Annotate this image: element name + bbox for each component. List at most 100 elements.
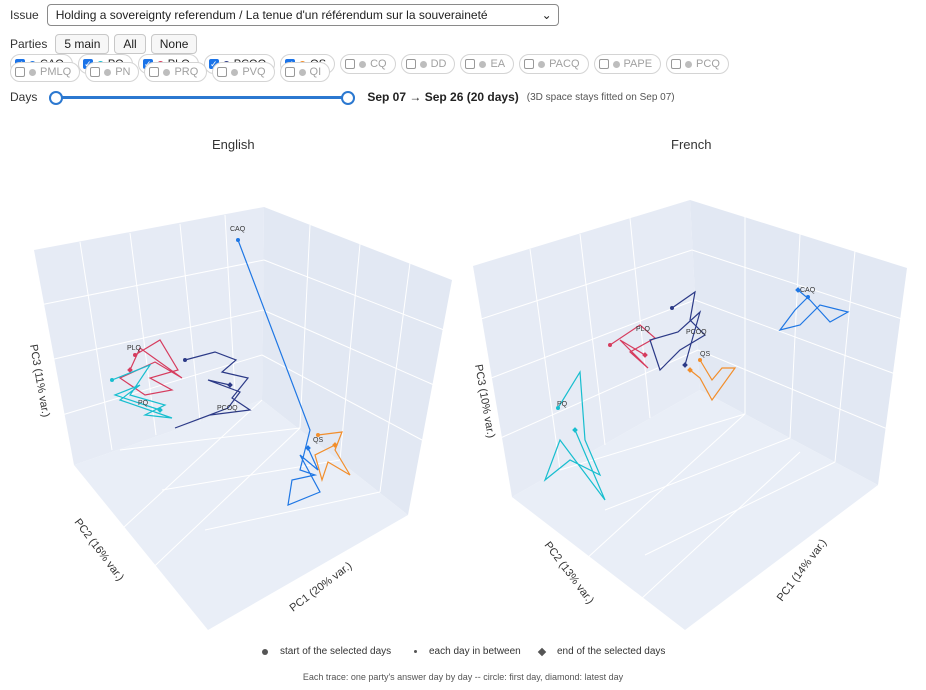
trace-end-marker bbox=[682, 362, 688, 368]
trace-start-marker bbox=[608, 343, 612, 347]
small-dot-marker-icon bbox=[414, 650, 417, 653]
checkbox-icon[interactable] bbox=[345, 59, 356, 69]
checkbox-icon[interactable] bbox=[598, 59, 609, 69]
trace-end-marker bbox=[795, 287, 801, 293]
party-toggle-cq[interactable]: CQ bbox=[340, 54, 396, 74]
party-color-dot-icon bbox=[359, 60, 367, 68]
none-button[interactable]: None bbox=[150, 34, 198, 54]
trace-caq-5[interactable] bbox=[778, 289, 850, 331]
checkbox-icon[interactable] bbox=[217, 67, 228, 77]
party-color-dot-icon bbox=[163, 68, 171, 76]
party-toggle-qi[interactable]: QI bbox=[279, 62, 331, 82]
english-floor bbox=[74, 400, 408, 630]
scene-english[interactable] bbox=[34, 207, 452, 630]
french-label-qs: QS bbox=[700, 351, 710, 358]
french-back-wall bbox=[473, 200, 700, 497]
trace-qs-8[interactable] bbox=[689, 359, 737, 402]
party-toggle-label: PRQ bbox=[174, 66, 199, 78]
trace-start-marker bbox=[183, 358, 187, 362]
checkbox-icon[interactable] bbox=[405, 59, 416, 69]
party-toggle-label: PACQ bbox=[549, 58, 580, 70]
trace-end-marker bbox=[157, 407, 163, 413]
checkbox-icon[interactable] bbox=[524, 59, 535, 69]
days-slider[interactable] bbox=[49, 90, 356, 105]
trace-caq-0[interactable] bbox=[237, 239, 321, 506]
trace-end-marker bbox=[572, 427, 578, 433]
trace-start-marker bbox=[556, 406, 560, 410]
party-color-dot-icon bbox=[231, 68, 239, 76]
party-toggle-label: PN bbox=[115, 66, 131, 78]
trace-start-marker bbox=[316, 433, 320, 437]
trace-start-marker bbox=[670, 306, 674, 310]
french-label-caq: CAQ bbox=[800, 287, 816, 294]
days-label: Days bbox=[10, 90, 38, 104]
party-color-dot-icon bbox=[685, 60, 693, 68]
footnote: Each trace: one party's answer day by da… bbox=[302, 672, 624, 682]
english-z-axis-title: PC3 (11% var.) bbox=[27, 343, 52, 418]
french-label-pq: PQ bbox=[557, 401, 568, 408]
french-label-plq: PLQ bbox=[636, 326, 651, 333]
all-button[interactable]: All bbox=[114, 34, 146, 54]
party-toggle-label: PCQ bbox=[696, 58, 720, 70]
party-color-dot-icon bbox=[479, 60, 487, 68]
party-toggle-pvq[interactable]: PVQ bbox=[212, 62, 275, 82]
plot-title-english: English bbox=[212, 137, 255, 152]
english-label-plq: PLQ bbox=[127, 345, 142, 352]
scene-french[interactable] bbox=[473, 200, 907, 630]
checkbox-icon[interactable] bbox=[465, 59, 476, 69]
plot-title-french: French bbox=[671, 137, 712, 152]
trace-pq-9[interactable] bbox=[543, 370, 606, 501]
trace-start-marker bbox=[806, 295, 810, 299]
checkbox-icon[interactable] bbox=[149, 67, 160, 77]
party-toggle-label: CQ bbox=[370, 58, 387, 70]
checkbox-icon[interactable] bbox=[15, 67, 25, 77]
party-toggle-dd[interactable]: DD bbox=[400, 54, 456, 74]
checkbox-icon[interactable] bbox=[671, 59, 682, 69]
trace-start-marker bbox=[110, 378, 114, 382]
trace-start-marker bbox=[236, 238, 240, 242]
trace-qs-4[interactable] bbox=[314, 431, 351, 483]
trace-end-marker bbox=[687, 367, 693, 373]
party-color-dot-icon bbox=[538, 60, 546, 68]
party-toggle-ea[interactable]: EA bbox=[460, 54, 515, 74]
legend-start: start of the selected days bbox=[262, 646, 391, 657]
party-toggle-prq[interactable]: PRQ bbox=[144, 62, 208, 82]
trace-pcoq-3[interactable] bbox=[174, 351, 252, 429]
five-main-button[interactable]: 5 main bbox=[55, 34, 110, 54]
days-slider-start-handle[interactable] bbox=[49, 91, 64, 105]
legend-end-label: end of the selected days bbox=[557, 646, 666, 657]
party-traces[interactable] bbox=[110, 238, 850, 506]
party-toggle-pape[interactable]: PAPE bbox=[593, 54, 662, 74]
trace-pcoq-7[interactable] bbox=[649, 290, 706, 372]
party-toggle-pacq[interactable]: PACQ bbox=[519, 54, 589, 74]
parties-label: Parties bbox=[10, 37, 48, 51]
trace-pq-2[interactable] bbox=[111, 363, 173, 419]
legend-start-label: start of the selected days bbox=[280, 646, 392, 657]
party-toggle-label: PMLQ bbox=[40, 66, 72, 78]
trace-start-marker bbox=[133, 353, 137, 357]
issue-select[interactable]: Holding a sovereignty referendum / La te… bbox=[46, 4, 559, 26]
trace-plq-1[interactable] bbox=[118, 339, 183, 396]
party-color-dot-icon bbox=[612, 60, 620, 68]
party-toggle-label: PAPE bbox=[623, 58, 653, 70]
english-label-qs: QS bbox=[313, 437, 323, 444]
french-floor bbox=[512, 390, 878, 630]
legend-end: end of the selected days bbox=[537, 646, 666, 657]
party-toggle-pn[interactable]: PN bbox=[85, 62, 140, 82]
parties-row-2: PMLQ PN PRQ PVQ QI bbox=[10, 62, 335, 82]
days-slider-end-handle[interactable] bbox=[341, 91, 356, 105]
party-color-dot-icon bbox=[419, 60, 427, 68]
checkbox-icon[interactable] bbox=[90, 67, 101, 77]
legend-between: each day in between bbox=[414, 646, 521, 657]
trace-plq-6[interactable] bbox=[609, 324, 657, 369]
party-toggle-pmlq[interactable]: PMLQ bbox=[10, 62, 81, 82]
circle-marker-icon bbox=[262, 648, 268, 655]
party-toggle-pcq[interactable]: PCQ bbox=[666, 54, 729, 74]
party-color-dot-icon bbox=[104, 68, 112, 76]
days-slider-track bbox=[49, 96, 356, 99]
trace-end-marker bbox=[642, 352, 648, 358]
checkbox-icon[interactable] bbox=[284, 67, 295, 77]
issue-row: Issue Holding a sovereignty referendum /… bbox=[10, 4, 559, 26]
trace-start-marker bbox=[698, 358, 702, 362]
